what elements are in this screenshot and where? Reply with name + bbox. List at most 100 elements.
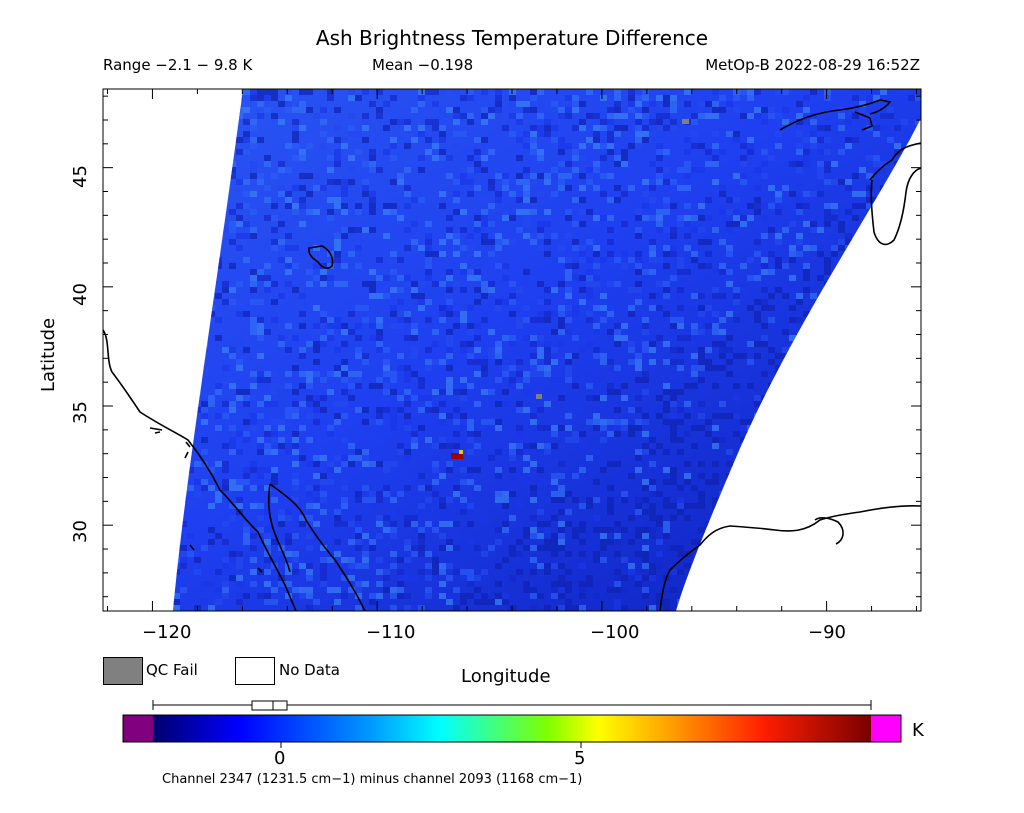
swath-pixel xyxy=(614,527,621,533)
swath-pixel xyxy=(278,101,285,107)
swath-pixel xyxy=(565,275,572,281)
swath-pixel xyxy=(264,557,271,563)
swath-pixel xyxy=(894,269,901,275)
swath-pixel xyxy=(656,521,663,527)
swath-pixel xyxy=(523,191,530,197)
swath-pixel xyxy=(355,575,362,581)
swath-pixel xyxy=(859,569,866,575)
swath-pixel xyxy=(747,545,754,551)
swath-pixel xyxy=(460,509,467,515)
swath-pixel xyxy=(698,347,705,353)
swath-pixel xyxy=(551,329,558,335)
swath-pixel xyxy=(418,305,425,311)
swath-pixel xyxy=(544,539,551,545)
swath-pixel xyxy=(481,89,488,95)
swath-pixel xyxy=(586,581,593,587)
swath-pixel xyxy=(250,425,257,431)
swath-pixel xyxy=(173,491,180,497)
swath-pixel xyxy=(838,329,845,335)
swath-pixel xyxy=(467,245,474,251)
swath-pixel xyxy=(908,419,915,425)
swath-pixel xyxy=(257,413,264,419)
swath-pixel xyxy=(236,221,243,227)
swath-pixel xyxy=(523,269,530,275)
swath-pixel xyxy=(292,107,299,113)
swath-pixel xyxy=(397,587,404,593)
swath-pixel xyxy=(607,461,614,467)
swath-pixel xyxy=(859,107,866,113)
swath-pixel xyxy=(173,347,180,353)
swath-pixel xyxy=(565,143,572,149)
swath-pixel xyxy=(565,359,572,365)
swath-pixel xyxy=(544,353,551,359)
swath-pixel xyxy=(425,245,432,251)
swath-pixel xyxy=(215,389,222,395)
swath-pixel xyxy=(537,443,544,449)
swath-pixel xyxy=(789,119,796,125)
swath-pixel xyxy=(243,473,250,479)
swath-pixel xyxy=(775,509,782,515)
swath-pixel xyxy=(803,119,810,125)
swath-pixel xyxy=(775,443,782,449)
swath-pixel xyxy=(768,305,775,311)
swath-pixel xyxy=(355,149,362,155)
swath-pixel xyxy=(572,125,579,131)
swath-pixel xyxy=(341,485,348,491)
swath-pixel xyxy=(572,305,579,311)
swath-pixel xyxy=(446,509,453,515)
swath-pixel xyxy=(621,395,628,401)
swath-pixel xyxy=(705,239,712,245)
swath-pixel xyxy=(880,233,887,239)
swath-pixel xyxy=(824,149,831,155)
swath-pixel xyxy=(635,581,642,587)
swath-pixel xyxy=(621,263,628,269)
swath-pixel xyxy=(558,161,565,167)
swath-pixel xyxy=(334,515,341,521)
swath-pixel xyxy=(432,89,439,95)
swath-pixel xyxy=(306,575,313,581)
swath-pixel xyxy=(663,311,670,317)
swath-pixel xyxy=(901,119,908,125)
swath-pixel xyxy=(775,587,782,593)
swath-pixel xyxy=(481,281,488,287)
swath-pixel xyxy=(215,497,222,503)
swath-pixel xyxy=(439,137,446,143)
swath-pixel xyxy=(530,209,537,215)
swath-pixel xyxy=(467,95,474,101)
swath-pixel xyxy=(271,449,278,455)
swath-pixel xyxy=(418,473,425,479)
swath-pixel xyxy=(495,539,502,545)
swath-pixel xyxy=(404,485,411,491)
swath-pixel xyxy=(334,161,341,167)
swath-pixel xyxy=(831,467,838,473)
swath-pixel xyxy=(306,545,313,551)
swath-pixel xyxy=(649,251,656,257)
swath-pixel xyxy=(908,203,915,209)
swath-pixel xyxy=(488,209,495,215)
swath-pixel xyxy=(229,557,236,563)
swath-pixel xyxy=(299,371,306,377)
swath-pixel xyxy=(516,155,523,161)
swath-pixel xyxy=(390,413,397,419)
swath-pixel xyxy=(810,557,817,563)
swath-pixel xyxy=(810,527,817,533)
swath-pixel xyxy=(495,341,502,347)
swath-pixel xyxy=(852,113,859,119)
swath-pixel xyxy=(887,401,894,407)
swath-pixel xyxy=(887,251,894,257)
swath-pixel xyxy=(817,479,824,485)
swath-pixel xyxy=(565,257,572,263)
swath-pixel xyxy=(824,281,831,287)
swath-pixel xyxy=(894,251,901,257)
swath-pixel xyxy=(551,473,558,479)
swath-pixel xyxy=(495,377,502,383)
swath-pixel xyxy=(565,521,572,527)
swath-pixel xyxy=(264,89,271,95)
swath-pixel xyxy=(600,437,607,443)
swath-pixel xyxy=(292,413,299,419)
swath-pixel xyxy=(908,95,915,101)
swath-pixel xyxy=(635,263,642,269)
swath-pixel xyxy=(481,197,488,203)
swath-pixel xyxy=(572,275,579,281)
swath-pixel xyxy=(348,95,355,101)
